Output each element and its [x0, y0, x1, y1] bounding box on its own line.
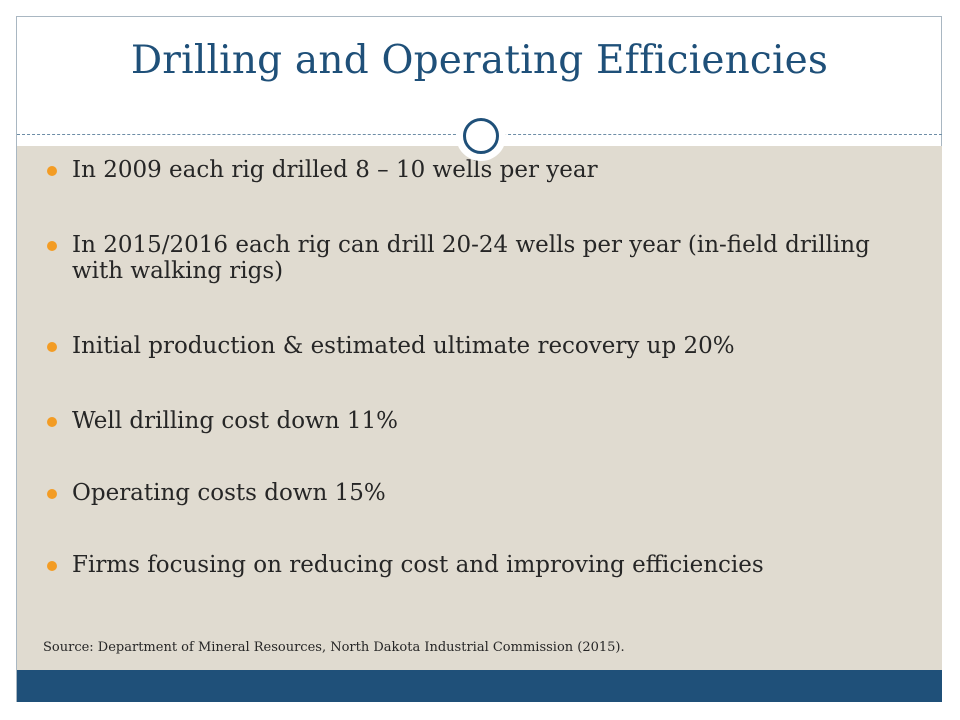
bullet-item: Well drilling cost down 11%	[47, 408, 897, 434]
bullet-dot-icon	[47, 342, 57, 352]
circle-ring-icon	[463, 118, 499, 154]
bullet-item: In 2009 each rig drilled 8 – 10 wells pe…	[47, 157, 897, 183]
bullet-dot-icon	[47, 241, 57, 251]
bullet-dot-icon	[47, 561, 57, 571]
bullet-item: Initial production & estimated ultimate …	[47, 333, 897, 359]
bullet-text: Operating costs down 15%	[72, 480, 386, 506]
bullet-item: In 2015/2016 each rig can drill 20-24 we…	[47, 232, 897, 284]
bullet-text: Initial production & estimated ultimate …	[72, 333, 735, 359]
bullet-dot-icon	[47, 166, 57, 176]
bullet-text: Well drilling cost down 11%	[72, 408, 398, 434]
bullet-text: Firms focusing on reducing cost and impr…	[72, 552, 764, 578]
content-area: In 2009 each rig drilled 8 – 10 wells pe…	[17, 146, 942, 670]
bullet-text: In 2009 each rig drilled 8 – 10 wells pe…	[72, 157, 598, 183]
footer-bar	[17, 670, 942, 702]
bullet-item: Firms focusing on reducing cost and impr…	[47, 552, 897, 578]
source-citation: Source: Department of Mineral Resources,…	[43, 640, 625, 655]
bullet-text: In 2015/2016 each rig can drill 20-24 we…	[72, 232, 870, 284]
bullet-dot-icon	[47, 489, 57, 499]
bullet-dot-icon	[47, 417, 57, 427]
slide-title: Drilling and Operating Efficiencies	[130, 38, 829, 83]
bullet-item: Operating costs down 15%	[47, 480, 897, 506]
